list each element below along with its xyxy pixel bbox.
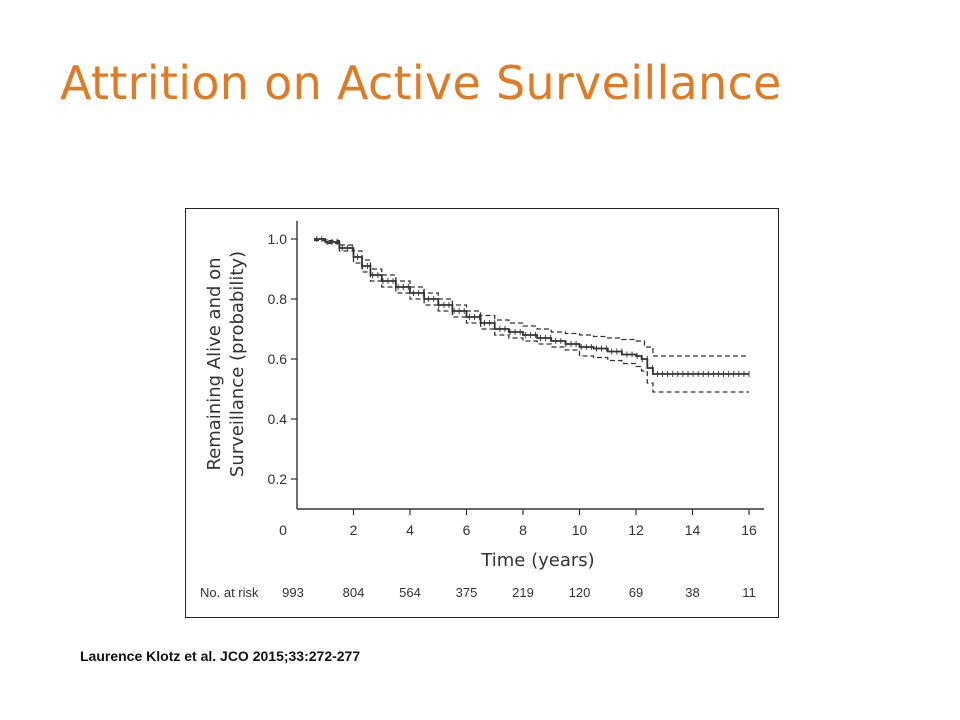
- at-risk-value: 375: [456, 585, 478, 600]
- at-risk-value: 120: [569, 585, 591, 600]
- y-tick-label: 1.0: [268, 231, 288, 247]
- at-risk-value: 219: [512, 585, 534, 600]
- x-tick-label: 12: [628, 522, 644, 538]
- y-tick-label: 0.6: [268, 351, 288, 367]
- citation: Laurence Klotz et al. JCO 2015;33:272-27…: [80, 648, 361, 664]
- x-axis-title: Time (years): [480, 550, 594, 571]
- km-figure: 0.2 0.4 0.6 0.8 1.0 0 2 4 6 8 10 12 14 16 Time (years)…: [185, 208, 779, 618]
- x-tick-label: 0: [279, 522, 287, 538]
- x-tick-label: 6: [463, 522, 471, 538]
- y-axis-title: Surveillance (probability): [227, 251, 248, 477]
- x-tick-label: 16: [741, 522, 757, 538]
- at-risk-value: 11: [742, 585, 756, 600]
- x-tick-label: 14: [685, 522, 701, 538]
- ci-line: [313, 238, 749, 357]
- at-risk-label: No. at risk: [200, 585, 259, 600]
- slide-title: Attrition on Active Surveillance: [60, 56, 782, 110]
- at-risk-value: 38: [685, 585, 699, 600]
- x-tick-label: 4: [406, 522, 414, 538]
- ci-line: [313, 239, 749, 393]
- x-tick-label: 10: [572, 522, 588, 538]
- at-risk-value: 804: [343, 585, 365, 600]
- at-risk-value: 993: [282, 585, 304, 600]
- survival-line: [313, 238, 749, 375]
- km-chart: 0.2 0.4 0.6 0.8 1.0 0 2 4 6 8 10 12 14 16 Time (years)…: [200, 221, 764, 600]
- at-risk-value: 564: [399, 585, 421, 600]
- y-tick-label: 0.8: [268, 291, 288, 307]
- y-tick-label: 0.2: [268, 471, 288, 487]
- y-axis-title: Remaining Alive and on: [204, 257, 225, 470]
- x-tick-label: 2: [350, 522, 358, 538]
- y-tick-label: 0.4: [268, 411, 288, 427]
- at-risk-value: 69: [629, 585, 643, 600]
- x-tick-label: 8: [519, 522, 527, 538]
